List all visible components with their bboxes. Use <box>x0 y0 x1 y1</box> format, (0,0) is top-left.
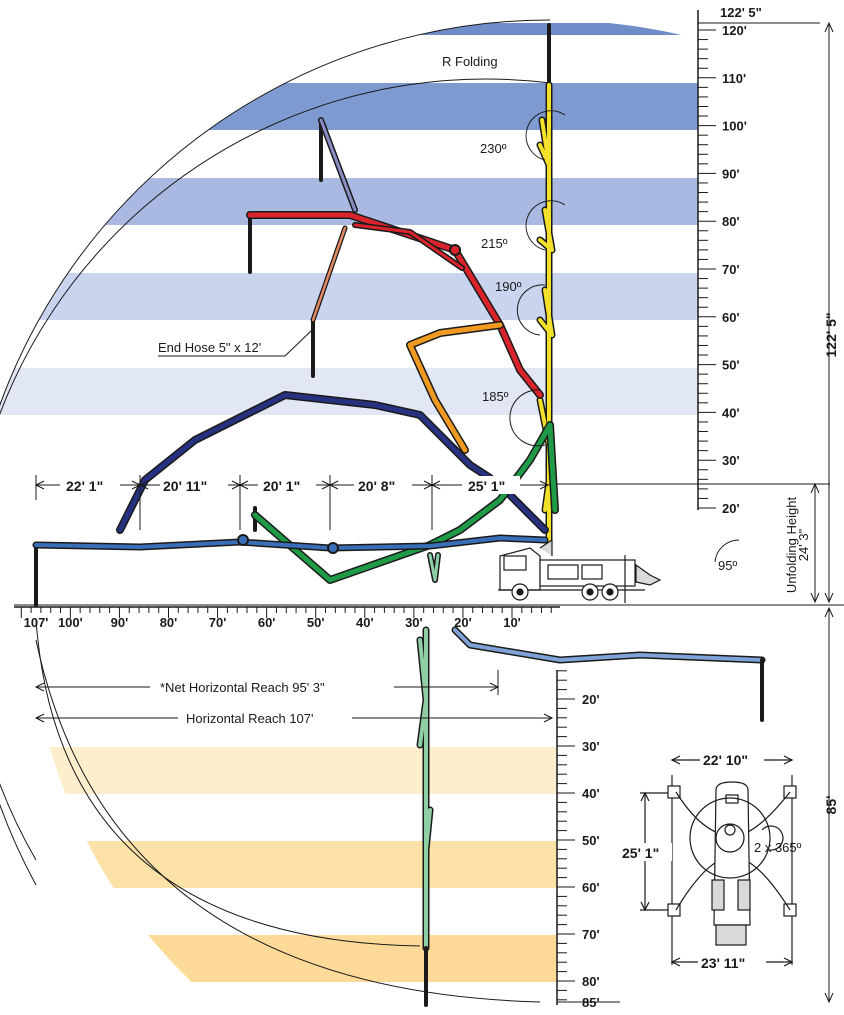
end-hose-callout: End Hose 5" x 12' <box>158 329 313 357</box>
depth-tick-label: 85' <box>582 995 600 1010</box>
band-70-80 <box>30 935 557 982</box>
band-120 <box>0 23 698 35</box>
height-tick-label: 110' <box>722 71 746 86</box>
unfolding-height-title: Unfolding Height <box>784 497 799 594</box>
net-reach-label: *Net Horizontal Reach 95' 3" <box>160 680 325 695</box>
end-hose-label: End Hose 5" x 12' <box>158 340 261 355</box>
band-50-60 <box>30 841 557 888</box>
section-4-length: 20' 8" <box>358 478 395 494</box>
outer-arc <box>0 19 551 886</box>
depth-tick-label: 70' <box>582 927 600 942</box>
section-5-length: 25' 1" <box>468 478 505 494</box>
reach-tick-label: 40' <box>356 615 374 630</box>
lower-arc-1 <box>35 619 421 947</box>
height-tick-label: 50' <box>722 358 740 373</box>
right-dimensions <box>555 21 834 1004</box>
truck <box>498 538 662 603</box>
band-60-70 <box>0 273 698 320</box>
height-tick-label: 80' <box>722 214 740 229</box>
vertical-scale: 122' 5" 120' 110' 100' 90' 80' 70' 60' 50' 40' 30… <box>697 5 820 516</box>
boom-lower-mint <box>416 626 434 1007</box>
band-40-50 <box>0 368 698 415</box>
section-2-length: 20' 11" <box>163 478 207 494</box>
lower-vertical-scale: 20' 30' 40' 50' 60' 70' 80' 85' <box>556 670 620 1010</box>
height-tick-label: 40' <box>722 405 740 420</box>
angle-190: 190º <box>495 279 522 294</box>
angle-185: 185º <box>482 389 509 404</box>
boom-vertical-yellow <box>536 23 556 544</box>
reach-tick-label: 20' <box>454 615 472 630</box>
boom-green <box>251 421 559 584</box>
boom-orange <box>406 321 504 454</box>
inner-arc <box>0 78 551 861</box>
depth-tick-label: 30' <box>582 739 600 754</box>
reach-tick-label: 90' <box>111 615 129 630</box>
height-tick-label: 90' <box>722 166 740 181</box>
horizontal-scale: 107' 100' 90' 80' 70' 60' 50' 40' 30' 20' 10' <box>14 606 560 630</box>
band-100-110 <box>0 83 698 130</box>
unfolding-height-value: 24' 3" <box>796 528 811 561</box>
slew-rotation-label: 2 x 365º <box>754 840 802 855</box>
height-tick-label: 30' <box>722 453 740 468</box>
height-tick-label: 100' <box>722 119 747 134</box>
reach-tick-label: 107' <box>24 615 49 630</box>
reach-tick-label: 80' <box>160 615 178 630</box>
depth-tick-label: 40' <box>582 786 600 801</box>
outrigger-rear-width: 23' 11" <box>701 955 745 971</box>
angle-215: 215º <box>481 236 508 251</box>
height-tick-label: 70' <box>722 262 740 277</box>
angle-arcs <box>509 110 740 563</box>
boom-salmon <box>310 225 348 378</box>
depth-tick-label: 50' <box>582 833 600 848</box>
section-3-length: 20' 1" <box>263 478 300 494</box>
angle-230: 230º <box>480 141 507 156</box>
boom-horizontal-blue <box>32 534 549 607</box>
reach-tick-label: 10' <box>503 615 521 630</box>
height-tick-label: 120' <box>722 23 747 38</box>
top-height-label: 122' 5" <box>720 5 762 20</box>
reach-tick-label: 50' <box>307 615 325 630</box>
height-tick-label: 60' <box>722 310 740 325</box>
height-tick-label: 20' <box>722 501 740 516</box>
total-height-label: 122' 5" <box>823 312 839 357</box>
depth-tick-label: 80' <box>582 974 600 989</box>
boom-red <box>246 211 544 399</box>
depth-label: 85' <box>823 796 839 815</box>
lower-depth-bands <box>30 747 557 982</box>
band-30-40 <box>30 747 557 794</box>
boom-lower-sky <box>451 626 766 722</box>
r-folding-label: R Folding <box>442 54 498 69</box>
reach-tick-label: 70' <box>209 615 227 630</box>
boom-navy <box>116 391 549 534</box>
depth-tick-label: 20' <box>582 692 600 707</box>
section-1-length: 22' 1" <box>66 478 103 494</box>
horizontal-reach-label: Horizontal Reach 107' <box>186 711 314 726</box>
reach-tick-label: 30' <box>405 615 423 630</box>
depth-tick-label: 60' <box>582 880 600 895</box>
boom-positions <box>32 23 766 1007</box>
outrigger-length: 25' 1" <box>622 845 659 861</box>
reach-tick-label: 100' <box>58 615 83 630</box>
angle-95: 95º <box>718 558 737 573</box>
section-labels: 22' 1" 20' 11" 20' 1" 20' 8" 25' 1" <box>60 476 520 494</box>
reach-tick-label: 60' <box>258 615 276 630</box>
outrigger-front-width: 22' 10" <box>703 752 748 768</box>
boom-lavender <box>318 117 358 213</box>
